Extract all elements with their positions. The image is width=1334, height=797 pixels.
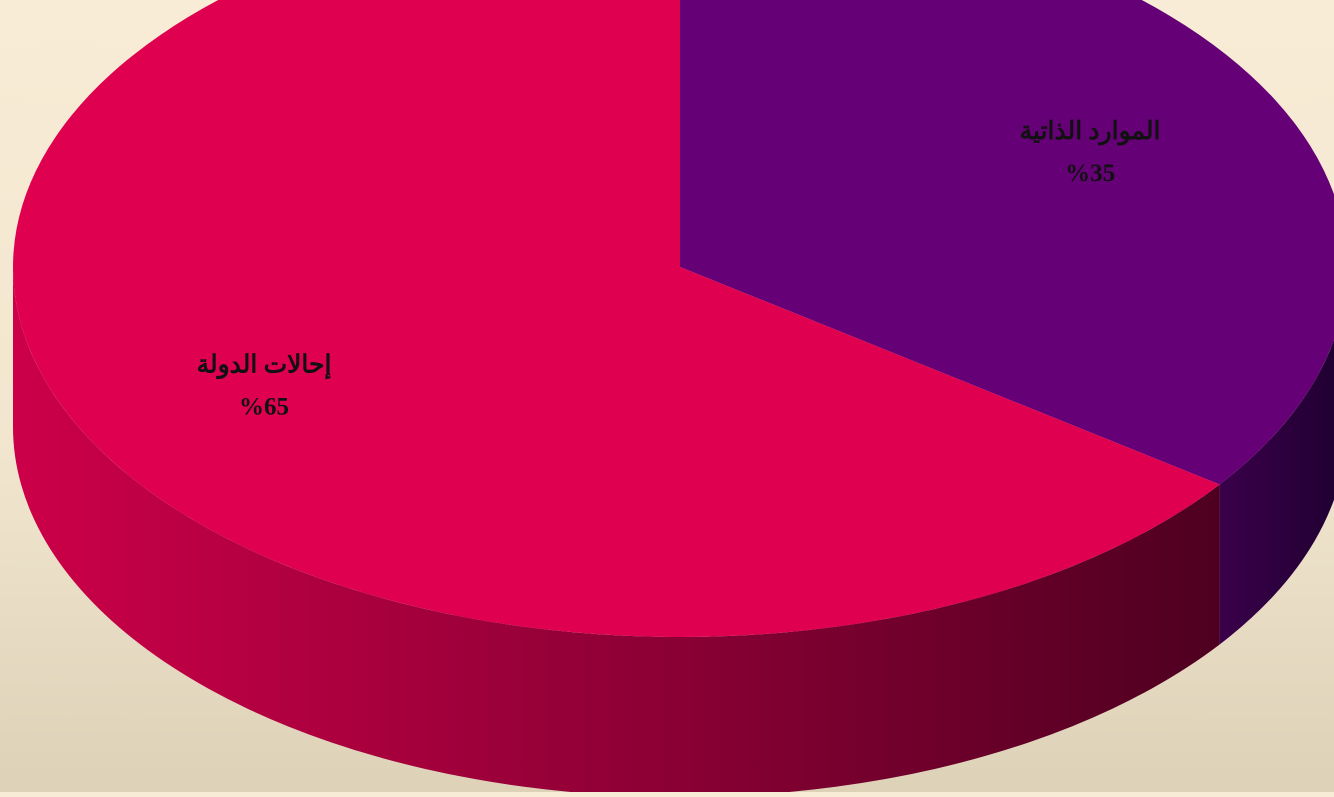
pie-slice-2 xyxy=(13,0,1220,637)
slice-value-label-1: %35 xyxy=(1065,160,1115,187)
slice-value-label-2: %65 xyxy=(239,394,289,421)
pie-side-walls xyxy=(13,267,1334,797)
pie-slice-1 xyxy=(680,0,1334,485)
slice-name-label-1: الموارد الذاتية xyxy=(1020,118,1161,146)
slice-name-label-2: إحالات الدولة xyxy=(197,352,332,380)
pie-slice-side-1 xyxy=(1219,339,1334,645)
pie-top-faces xyxy=(13,0,1334,637)
pie-slice-side-2 xyxy=(13,267,1220,797)
pie-labels: الموارد الذاتية %35 إحالات الدولة %65 xyxy=(197,118,1161,420)
